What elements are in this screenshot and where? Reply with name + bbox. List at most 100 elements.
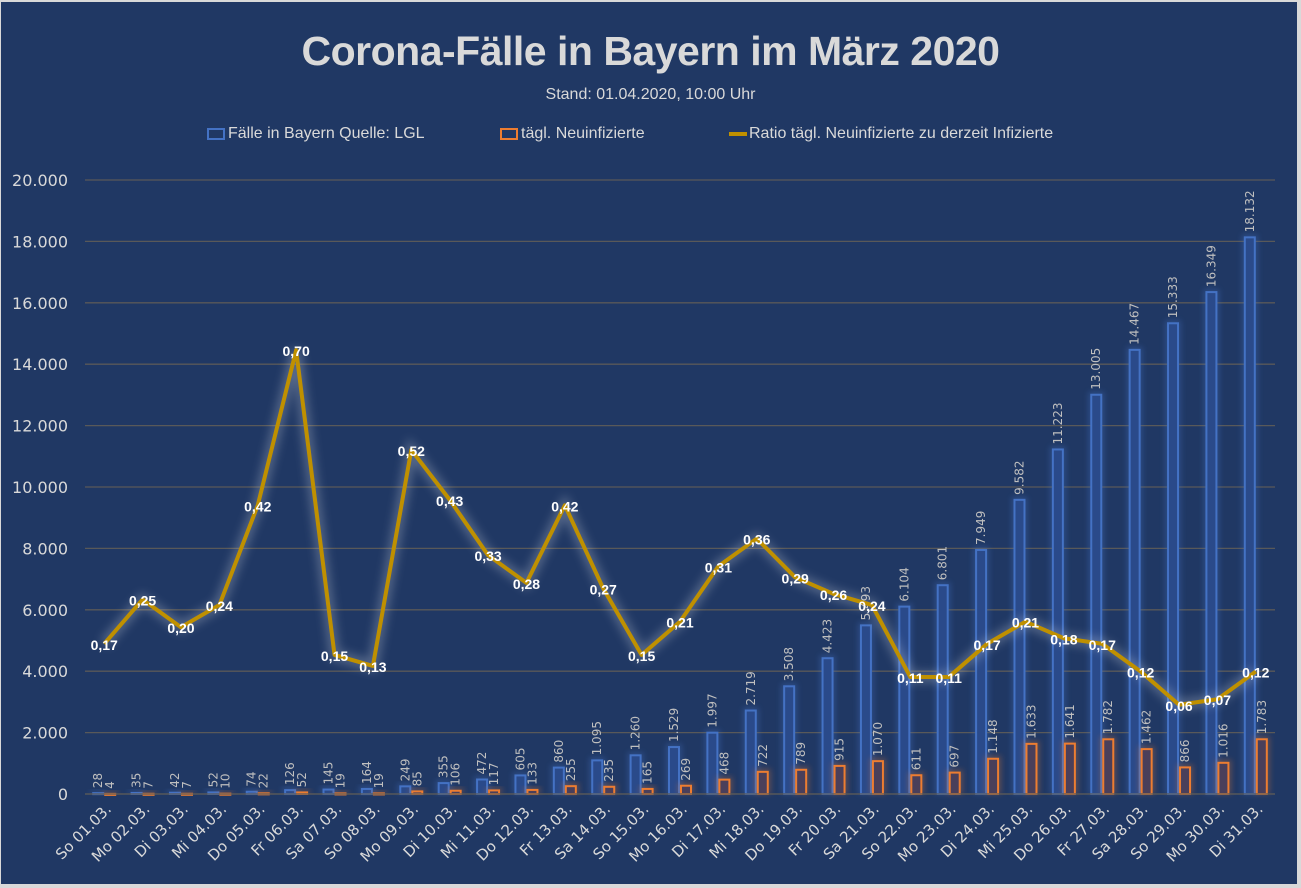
- ratio-label: 0,42: [551, 498, 578, 514]
- y-tick-label: 8.000: [22, 539, 68, 558]
- bar-label-cases: 52: [206, 772, 220, 787]
- ratio-label: 0,11: [897, 670, 924, 686]
- bar-label-cases: 3.508: [782, 647, 796, 681]
- bar-cases: [360, 787, 373, 796]
- bar-cases: [975, 548, 988, 795]
- bar-new: [1102, 738, 1115, 796]
- bar-label-new: 106: [449, 763, 463, 786]
- bar-cases: [1205, 291, 1218, 795]
- bar-cases: [476, 778, 489, 795]
- bar-label-cases: 13.005: [1089, 348, 1103, 390]
- ratio-label: 0,21: [666, 615, 693, 631]
- bar-label-new: 1.782: [1101, 700, 1115, 734]
- bar-new: [987, 757, 1000, 796]
- ratio-label: 0,25: [129, 593, 156, 609]
- bar-label-new: 255: [564, 758, 578, 781]
- bar-new: [1179, 766, 1192, 796]
- ratio-label: 0,42: [244, 498, 271, 514]
- ratio-label: 0,17: [91, 637, 118, 653]
- ratio-label: 0,17: [973, 637, 1000, 653]
- bar-cases: [629, 754, 642, 795]
- bar-cases: [744, 709, 757, 795]
- bar-label-new: 7: [180, 781, 194, 789]
- bar-label-cases: 126: [283, 762, 297, 785]
- bar-cases: [514, 774, 527, 796]
- bar-label-new: 269: [679, 758, 693, 781]
- bar-label-new: 85: [410, 771, 424, 786]
- bar-label-new: 1.783: [1255, 700, 1269, 734]
- bar-new: [1063, 742, 1076, 795]
- legend-swatch-cases: [207, 128, 225, 140]
- ratio-label: 0,15: [628, 648, 655, 664]
- bar-cases: [1243, 236, 1256, 795]
- bar-cases: [591, 759, 604, 795]
- legend-swatch-ratio: [729, 132, 747, 136]
- bar-new: [641, 787, 654, 796]
- bar-label-new: 117: [487, 763, 501, 786]
- ratio-label: 0,70: [283, 343, 310, 359]
- bar-label-cases: 860: [552, 740, 566, 763]
- chart-title: Corona-Fälle in Bayern im März 2020: [301, 28, 1000, 74]
- bar-label-new: 7: [142, 781, 156, 789]
- bar-label-new: 52: [295, 772, 309, 787]
- bar-new: [910, 774, 923, 796]
- bar-cases: [1128, 348, 1141, 795]
- bar-new: [795, 768, 808, 796]
- legend-swatch-new: [500, 128, 518, 140]
- bar-new: [833, 764, 846, 795]
- ratio-label: 0,27: [590, 581, 617, 597]
- bar-label-new: 165: [641, 761, 655, 784]
- bar-label-new: 19: [372, 773, 386, 788]
- bar-label-cases: 9.582: [1012, 460, 1026, 494]
- bar-cases: [552, 766, 565, 796]
- bar-label-cases: 15.333: [1166, 276, 1180, 318]
- bar-label-cases: 14.467: [1128, 303, 1142, 345]
- ratio-label: 0,24: [206, 598, 233, 614]
- bar-label-new: 10: [218, 773, 232, 788]
- bar-label-cases: 74: [245, 771, 259, 786]
- ratio-label: 0,21: [1012, 615, 1039, 631]
- bar-label-new: 789: [794, 742, 808, 765]
- ratio-label: 0,12: [1127, 665, 1154, 681]
- y-tick-label: 12.000: [12, 417, 68, 436]
- bar-label-new: 22: [257, 773, 271, 788]
- ratio-label: 0,15: [321, 648, 348, 664]
- ratio-labels: 0,17 0,25 0,20 0,24 0,42 0,70 0,15 0,13 0,52 0,43…: [91, 343, 1270, 714]
- bar-label-new: 1.016: [1216, 723, 1230, 757]
- y-tick-label: 18.000: [12, 232, 68, 251]
- bar-label-new: 866: [1178, 740, 1192, 763]
- ratio-label: 0,31: [705, 559, 732, 575]
- y-tick-label: 20.000: [12, 171, 68, 190]
- bar-label-cases: 1.997: [705, 693, 719, 727]
- ratio-label: 0,12: [1242, 665, 1269, 681]
- bar-label-cases: 18.132: [1243, 190, 1257, 232]
- bar-label-cases: 249: [398, 758, 412, 781]
- bar-cases: [859, 624, 872, 796]
- bars: [90, 234, 1270, 796]
- ratio-label: 0,33: [474, 548, 501, 564]
- bar-new: [564, 785, 577, 796]
- bar-label-cases: 472: [475, 752, 489, 775]
- ratio-label: 0,20: [167, 620, 194, 636]
- bar-cases: [1013, 498, 1026, 795]
- legend-item-cases: Fälle in Bayern Quelle: LGL: [207, 125, 425, 143]
- bar-label-new: 915: [833, 738, 847, 761]
- bar-label-cases: 6.104: [897, 567, 911, 601]
- bar-cases: [706, 731, 719, 795]
- ratio-polyline: [102, 348, 1257, 707]
- bar-label-cases: 1.529: [667, 708, 681, 742]
- bar-label-new: 722: [756, 744, 770, 767]
- bar-new: [756, 770, 769, 795]
- bar-new: [680, 784, 692, 795]
- bar-label-cases: 42: [168, 772, 182, 787]
- bar-cases: [437, 782, 450, 796]
- y-tick-label: 4.000: [22, 662, 68, 681]
- ratio-label: 0,06: [1165, 698, 1192, 714]
- bar-cases: [821, 657, 834, 796]
- bar-label-cases: 11.223: [1051, 402, 1065, 444]
- bar-label-new: 697: [948, 745, 962, 768]
- bar-cases: [322, 788, 335, 796]
- bar-label-new: 133: [525, 762, 539, 785]
- bar-label-new: 1.633: [1024, 705, 1038, 739]
